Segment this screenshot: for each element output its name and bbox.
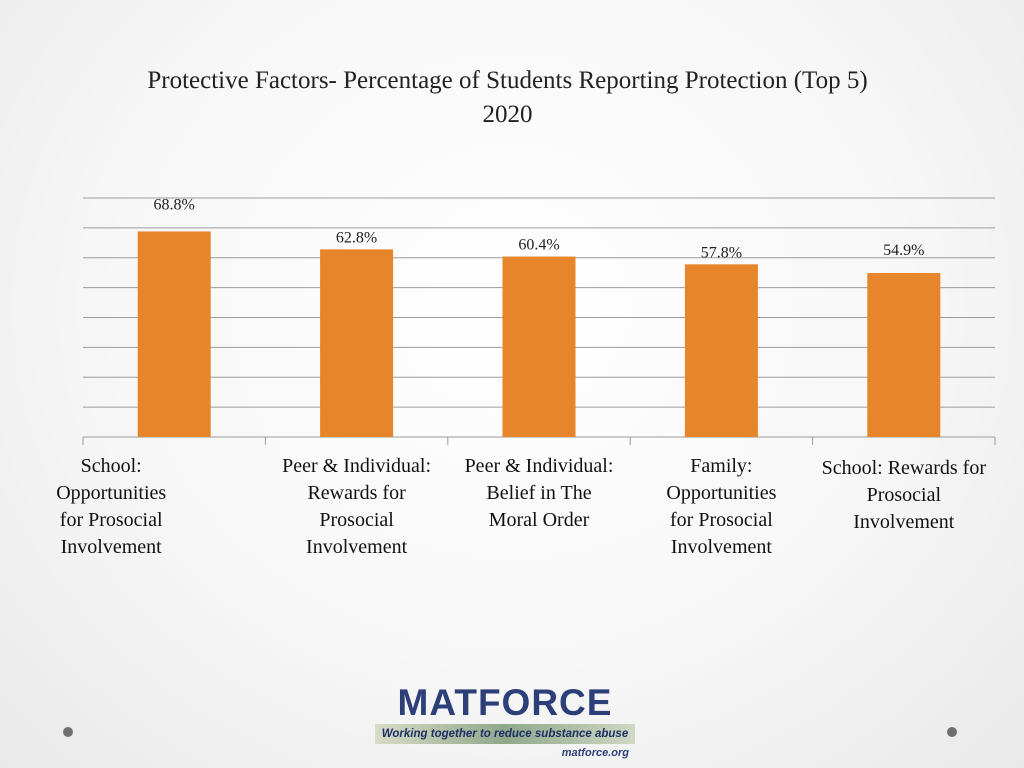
category-label-line: Involvement [853, 511, 955, 533]
matforce-logo: MATFORCE Working together to reduce subs… [375, 683, 635, 765]
data-label-2: 62.8% [336, 229, 377, 246]
category-label-line: for Prosocial [670, 509, 773, 531]
category-label-line: Prosocial [866, 484, 942, 506]
logo-tagline: Working together to reduce substance abu… [381, 728, 629, 740]
category-label-4: Family: Opportunities for Prosocial Involve… [616, 453, 826, 561]
chart-title: Protective Factors- Percentage of Studen… [40, 64, 975, 132]
data-label-3: 60.4% [518, 237, 559, 254]
bar-3 [502, 256, 576, 437]
bar-5 [867, 272, 941, 437]
chart-subtitle: 2020 [482, 101, 533, 128]
category-label-line: Involvement [60, 536, 162, 558]
logo-url: matforce.org [561, 747, 629, 759]
bar-1 [137, 231, 211, 437]
slide-decor-dot-right [947, 727, 957, 737]
logo-wordmark: MATFORCE [397, 682, 613, 723]
category-label-line: Involvement [306, 536, 408, 558]
data-label-5: 54.9% [883, 242, 924, 259]
data-label-4: 57.8% [701, 244, 742, 261]
category-label-3: Peer & Individual: Belief in The Moral Ord… [434, 453, 644, 534]
bar-4 [684, 264, 758, 437]
category-label-line: Opportunities [56, 482, 167, 504]
slide-decor-dot-left [63, 727, 73, 737]
category-label-line: Family: [690, 455, 753, 477]
category-label-line: School: Rewards for [821, 457, 986, 479]
category-label-line: Belief in The [486, 482, 592, 504]
category-label-line: Peer & Individual: [282, 455, 432, 477]
category-label-line: Peer & Individual: [464, 455, 614, 477]
category-label-1: School: Opportunities for Prosocial Involve… [6, 453, 216, 561]
category-label-line: Prosocial [319, 509, 394, 531]
category-label-5: School: Rewards for Prosocial Involvement [799, 455, 1009, 536]
category-label-line: School: [80, 455, 142, 477]
category-label-line: Moral Order [488, 509, 590, 531]
chart-title-line: Protective Factors- Percentage of Studen… [147, 67, 868, 94]
category-label-2: Peer & Individual: Rewards for Prosocial In… [252, 453, 462, 561]
bar-2 [320, 249, 394, 437]
category-label-line: Opportunities [666, 482, 777, 504]
logo-band [375, 724, 635, 744]
data-label-1: 68.8% [154, 196, 195, 213]
category-label-line: for Prosocial [59, 509, 163, 531]
category-label-line: Involvement [670, 536, 772, 558]
category-label-line: Rewards for [307, 482, 406, 504]
